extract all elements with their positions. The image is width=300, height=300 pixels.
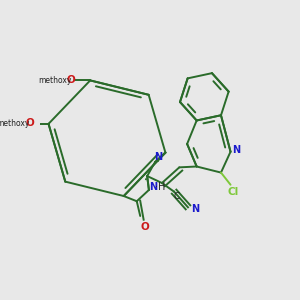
Text: O: O xyxy=(140,222,149,232)
Text: methoxy: methoxy xyxy=(0,119,30,128)
Text: O: O xyxy=(25,118,34,128)
Text: ·H: ·H xyxy=(155,182,165,192)
Text: O: O xyxy=(67,74,76,85)
Text: N: N xyxy=(149,182,157,192)
Text: N: N xyxy=(154,152,163,162)
Text: N: N xyxy=(232,145,241,155)
Text: Cl: Cl xyxy=(227,187,239,197)
Text: N: N xyxy=(191,204,199,214)
Text: C: C xyxy=(174,191,180,200)
Text: methoxy: methoxy xyxy=(38,76,71,85)
